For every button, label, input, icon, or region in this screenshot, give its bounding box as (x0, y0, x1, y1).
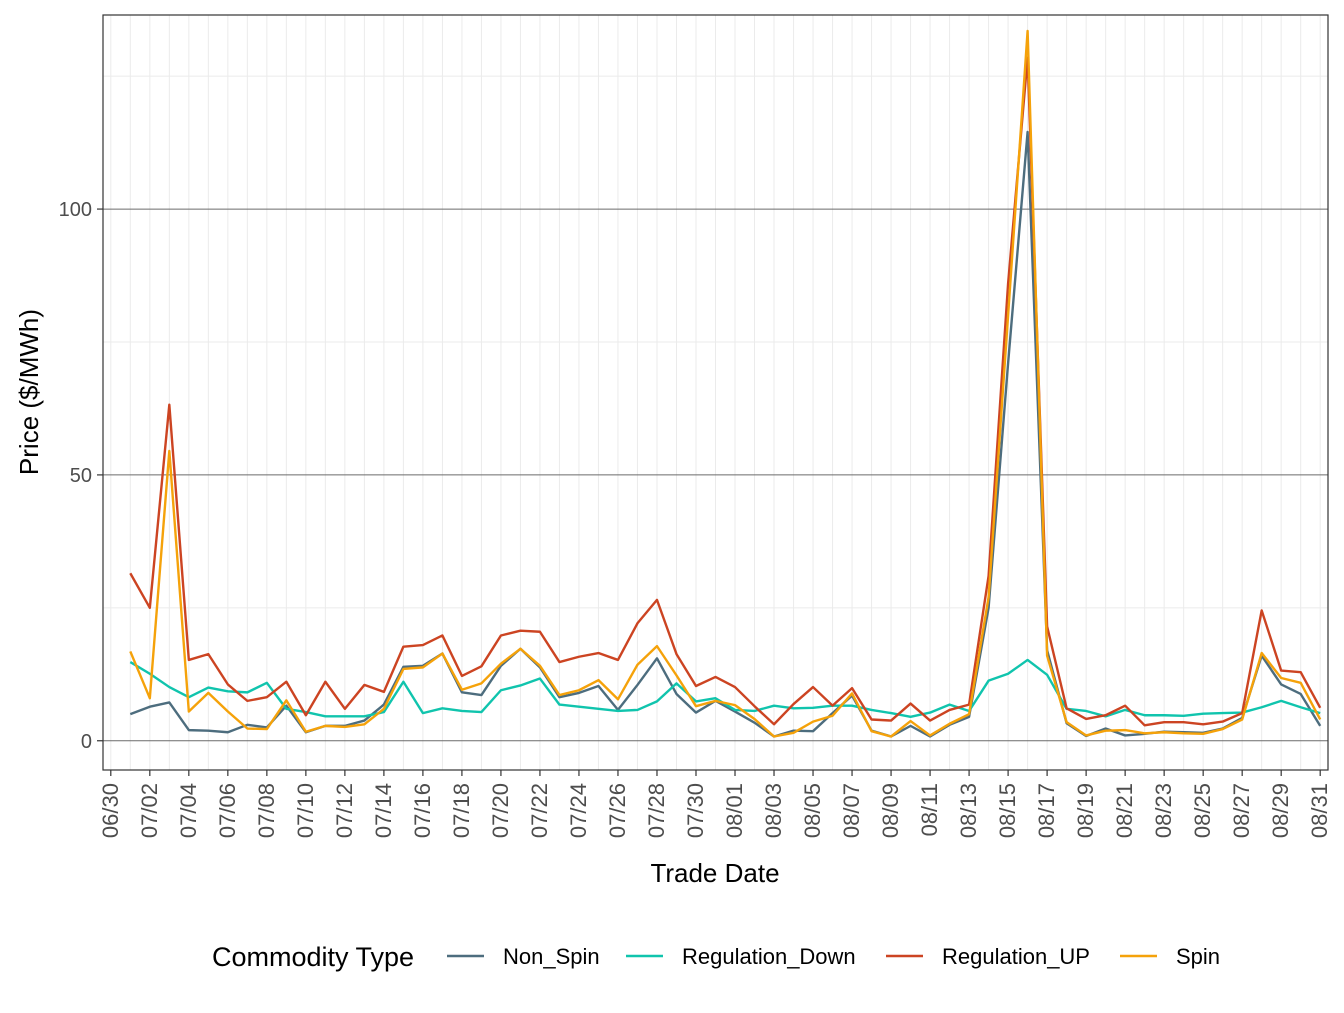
grid-lines (103, 15, 1328, 770)
x-tick-label: 08/03 (761, 783, 786, 838)
x-tick-label: 08/27 (1229, 783, 1254, 838)
legend-label-regulation-down: Regulation_Down (682, 944, 856, 969)
series-lines (129, 29, 1322, 738)
x-tick-label: 07/08 (254, 783, 279, 838)
x-tick-label: 07/24 (566, 783, 591, 838)
x-tick-label: 07/12 (332, 783, 357, 838)
x-tick-label: 07/10 (293, 783, 318, 838)
series-line-regulation-up (129, 56, 1322, 727)
x-tick-label: 08/17 (1034, 783, 1059, 838)
x-tick-label: 07/16 (410, 783, 435, 838)
legend: Commodity Type Non_Spin Regulation_Down Re… (212, 942, 1220, 972)
x-tick-label: 07/22 (527, 783, 552, 838)
x-tick-label: 07/26 (605, 783, 630, 838)
plot-panel-border (102, 14, 1329, 771)
x-tick-label: 07/04 (176, 783, 201, 838)
x-tick-label: 08/25 (1190, 783, 1215, 838)
x-tick-label: 08/21 (1112, 783, 1137, 838)
x-tick-label: 07/30 (683, 783, 708, 838)
x-tick-label: 07/28 (644, 783, 669, 838)
y-axis-title: Price ($/MWh) (14, 309, 44, 475)
x-tick-label: 08/13 (956, 783, 981, 838)
x-tick-label: 07/14 (371, 783, 396, 838)
x-tick-label: 08/31 (1307, 783, 1332, 838)
y-tick-label: 50 (70, 465, 92, 487)
y-tick-label: 0 (81, 731, 92, 753)
legend-title: Commodity Type (212, 942, 414, 972)
x-tick-label: 08/11 (917, 783, 942, 836)
x-tick-label: 08/07 (839, 783, 864, 838)
axes: 0 50 100 06/30 07/02 07/04 07/06 07/08 07/10 07/1… (59, 199, 1333, 838)
legend-label-non-spin: Non_Spin (503, 944, 600, 969)
legend-label-spin: Spin (1176, 944, 1220, 969)
x-tick-label: 08/19 (1073, 783, 1098, 838)
series-line-spin (129, 29, 1322, 738)
x-tick-label: 08/05 (800, 783, 825, 838)
x-tick-label: 08/15 (995, 783, 1020, 838)
x-tick-label: 07/02 (137, 783, 162, 838)
x-tick-label: 07/20 (488, 783, 513, 838)
x-tick-label: 08/29 (1268, 783, 1293, 838)
y-tick-label: 100 (59, 199, 92, 221)
x-tick-label: 06/30 (98, 783, 123, 838)
x-tick-label: 07/18 (449, 783, 474, 838)
x-tick-label: 08/23 (1151, 783, 1176, 838)
x-tick-label: 08/01 (722, 783, 747, 838)
x-tick-label: 08/09 (878, 783, 903, 838)
x-axis-title: Trade Date (650, 858, 779, 888)
x-tick-label: 07/06 (215, 783, 240, 838)
legend-label-regulation-up: Regulation_UP (942, 944, 1090, 969)
